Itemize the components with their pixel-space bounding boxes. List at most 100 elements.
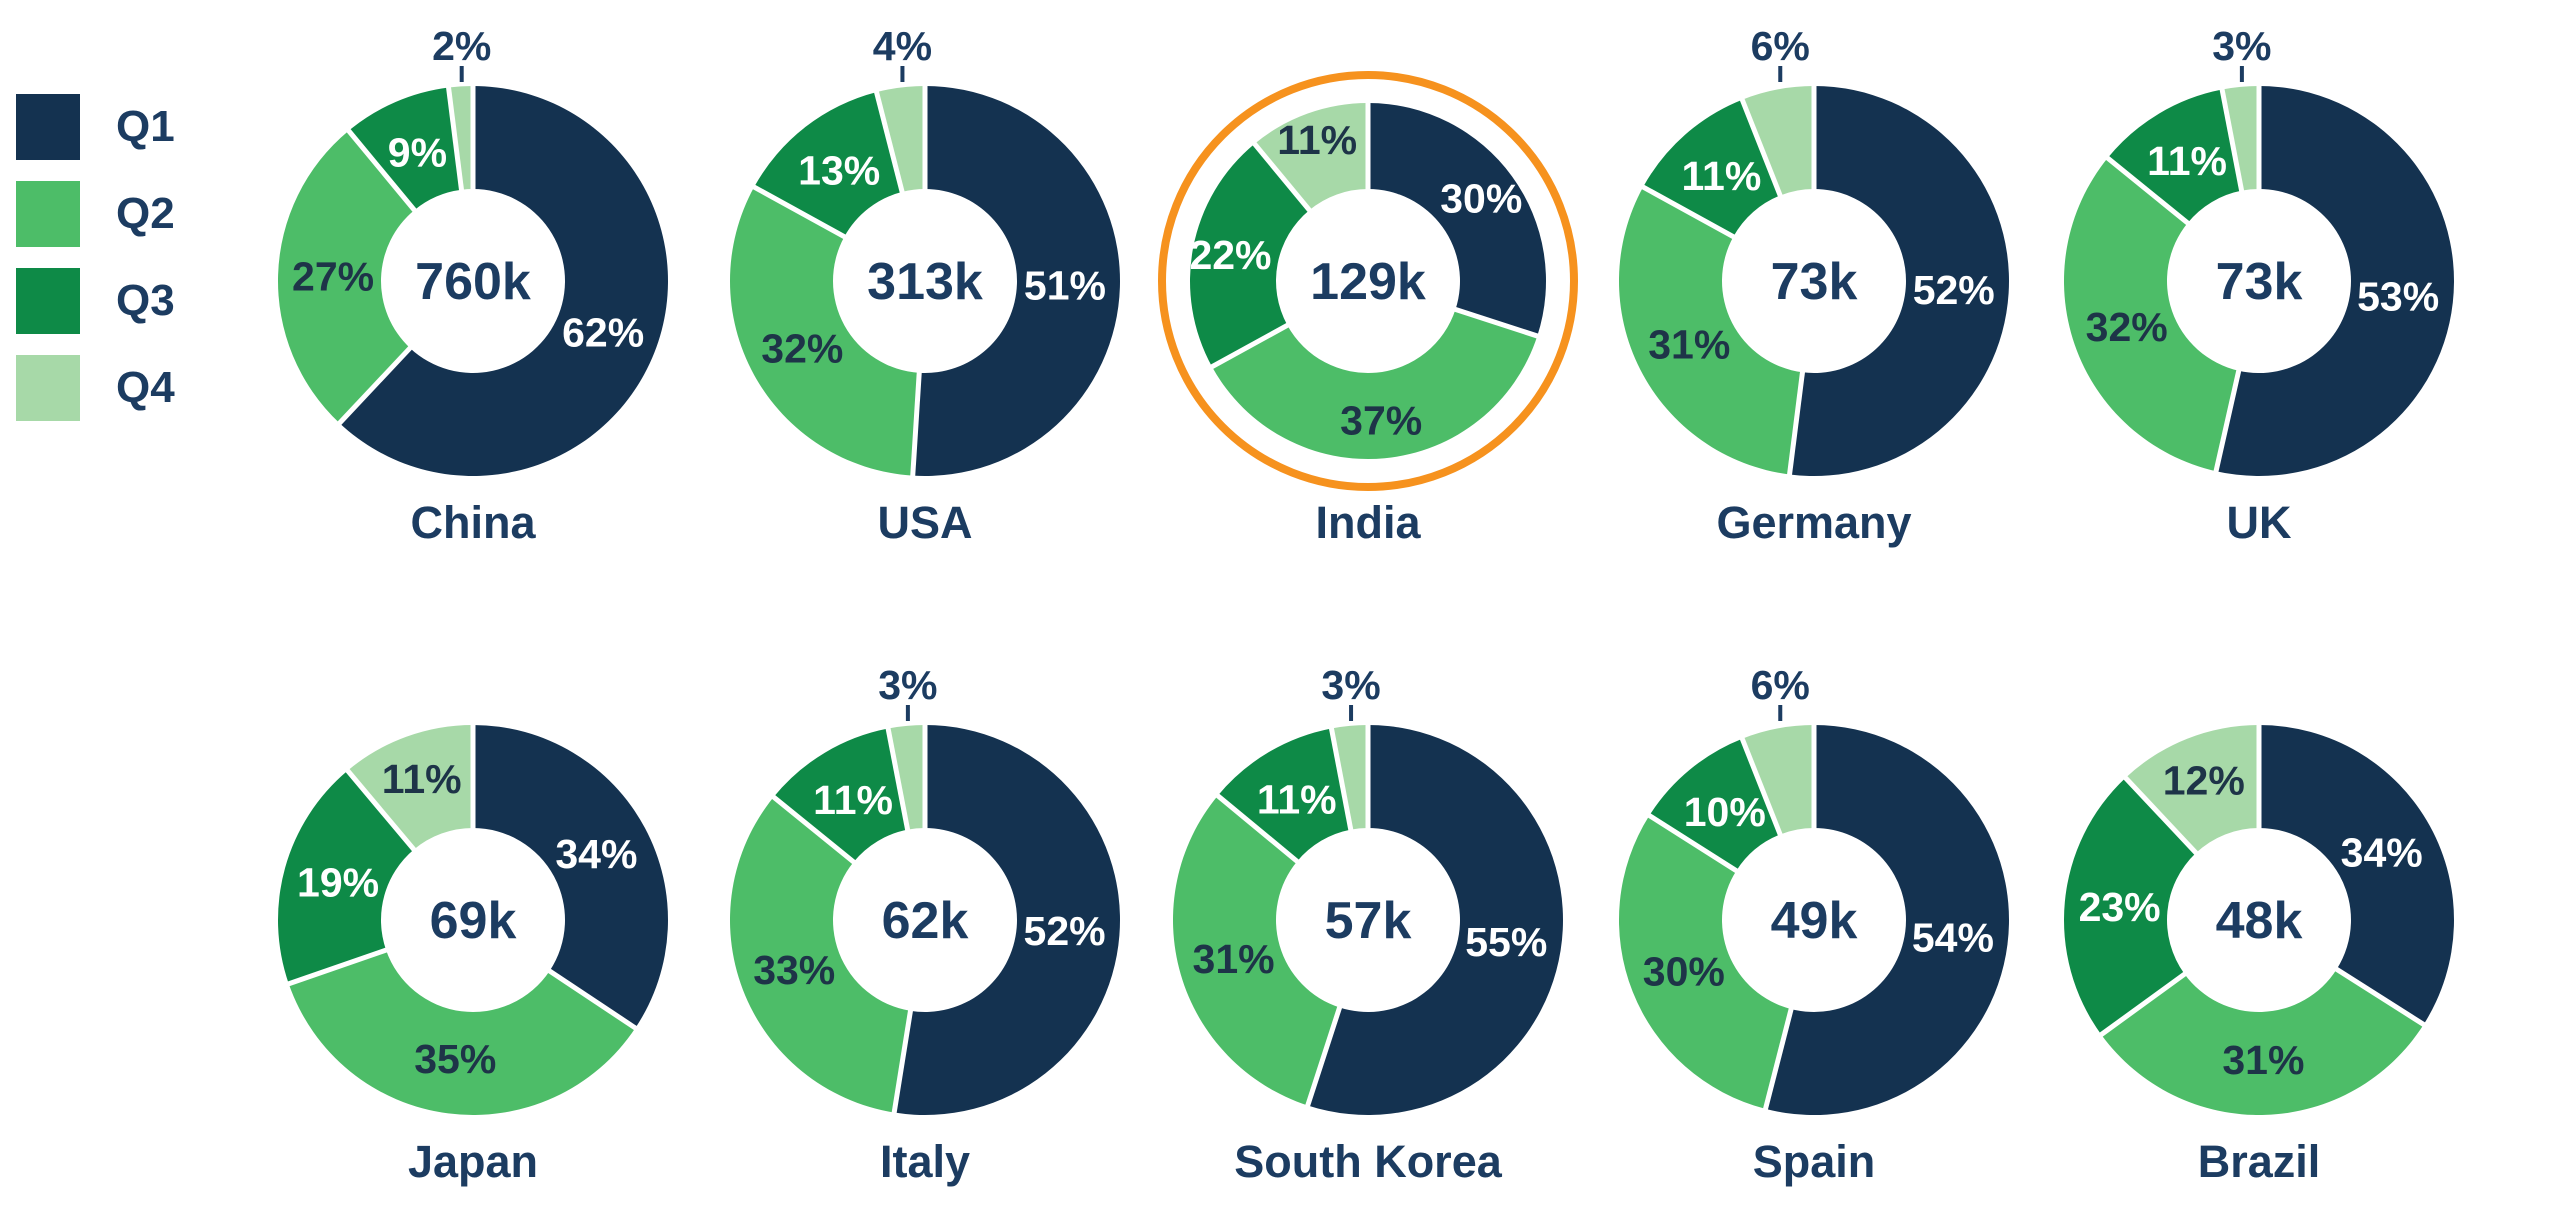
brazil-pct-q4: 12% (2163, 758, 2245, 804)
uk-separator (2105, 155, 2190, 226)
legend-swatch-q1 (16, 94, 80, 160)
china-pct-q3: 9% (388, 130, 447, 176)
uk-q4-callout-label: 3% (2212, 23, 2271, 69)
spain-center-total: 49k (1771, 892, 1858, 950)
spain-pct-q2: 30% (1643, 949, 1725, 995)
china-slice-q1 (339, 86, 668, 476)
italy-q4-callout-label: 3% (878, 662, 937, 708)
germany-pct-q3: 11% (1682, 153, 1762, 199)
usa-pct-q1: 51% (1024, 262, 1106, 308)
italy-separator (771, 794, 856, 865)
germany-slice-q3 (1643, 99, 1781, 237)
usa-slice-q3 (754, 92, 903, 237)
japan-pct-q2: 35% (414, 1036, 496, 1082)
italy-slice-q3 (773, 728, 908, 862)
india-pct-q2: 37% (1340, 397, 1422, 443)
usa-slice-q1 (912, 86, 1121, 476)
japan-pct-q3: 19% (297, 860, 379, 906)
legend-label-q2: Q2 (116, 189, 175, 238)
legend-swatch-q4 (16, 355, 80, 421)
south-korea-slice-q3 (1217, 728, 1351, 862)
brazil-slice-q2 (2101, 969, 2424, 1116)
japan-slice-q2 (288, 950, 636, 1115)
india-slice-q4 (1254, 103, 1368, 211)
china-country-label: China (410, 497, 536, 548)
china-slice-q4 (448, 86, 473, 190)
uk-center-total: 73k (2216, 253, 2303, 311)
spain-slice-q3 (1649, 738, 1781, 871)
japan-pct-q4: 11% (382, 756, 462, 802)
germany-slice-q4 (1742, 86, 1814, 196)
uk-separator (2213, 369, 2242, 473)
donut-usa: 51% 32% 13% 4% 313k USA (729, 23, 1121, 548)
japan-separator (547, 968, 638, 1031)
india-center-total: 129k (1310, 253, 1426, 311)
japan-pct-q1: 34% (555, 831, 637, 877)
germany-q4-callout-label: 6% (1751, 23, 1810, 69)
spain-slice-q4 (1742, 725, 1814, 835)
spain-separator (1762, 1007, 1794, 1111)
japan-slice-q1 (473, 725, 668, 1029)
italy-slice-q1 (894, 725, 1121, 1115)
legend-label-q3: Q3 (116, 276, 175, 325)
italy-separator (885, 727, 911, 832)
south-korea-center-total: 57k (1325, 892, 1412, 950)
spain-pct-q1: 54% (1912, 915, 1994, 961)
donut-south-korea: 55% 31% 11% 3% 57k South Korea (1172, 662, 1563, 1187)
brazil-separator (2334, 966, 2426, 1028)
germany-separator (1641, 184, 1736, 240)
japan-slice-q4 (347, 725, 473, 850)
usa-slice-q4 (876, 86, 925, 192)
usa-separator (873, 90, 905, 194)
spain-slice-q2 (1619, 815, 1792, 1109)
donut-uk: 53% 32% 11% 3% 73k UK (2064, 23, 2454, 548)
donut-brazil: 34% 31% 23% 12% 48k Brazil (2064, 724, 2455, 1187)
uk-slice-q3 (2107, 89, 2242, 223)
brazil-slice-q4 (2125, 725, 2259, 853)
uk-pct-q3: 11% (2147, 138, 2227, 184)
uk-slice-q4 (2222, 86, 2259, 191)
usa-center-total: 313k (867, 253, 983, 311)
brazil-pct-q2: 31% (2222, 1037, 2304, 1083)
china-pct-q2: 27% (292, 254, 374, 300)
spain-slice-q1 (1765, 725, 2010, 1115)
germany-pct-q1: 52% (1913, 267, 1995, 313)
legend-item-q2: Q2 (16, 181, 175, 247)
south-korea-pct-q2: 31% (1193, 936, 1275, 982)
china-separator (337, 345, 413, 426)
japan-slice-q3 (278, 770, 414, 984)
spain-separator (1647, 812, 1739, 874)
germany-country-label: Germany (1716, 497, 1911, 548)
japan-country-label: Japan (408, 1136, 538, 1187)
legend-swatch-q2 (16, 181, 80, 247)
italy-slice-q4 (888, 725, 925, 830)
china-q4-callout-label: 2% (432, 23, 491, 69)
uk-pct-q2: 32% (2086, 304, 2168, 350)
usa-pct-q2: 32% (761, 325, 843, 371)
donut-india: 30% 37% 22% 11% 129k India (1158, 71, 1578, 548)
brazil-pct-q3: 23% (2079, 884, 2161, 930)
india-pct-q3: 22% (1189, 232, 1271, 278)
spain-country-label: Spain (1753, 1136, 1876, 1187)
italy-separator (891, 1009, 914, 1114)
spain-pct-q3: 10% (1684, 789, 1766, 835)
italy-pct-q1: 52% (1024, 908, 1106, 954)
usa-country-label: USA (877, 497, 972, 548)
india-pct-q1: 30% (1440, 176, 1522, 222)
usa-q4-callout-label: 4% (873, 23, 932, 69)
uk-country-label: UK (2227, 497, 2292, 548)
brazil-slice-q3 (2064, 777, 2197, 1035)
india-slice-q2 (1212, 309, 1538, 459)
china-center-total: 760k (415, 253, 531, 311)
uk-separator (2219, 88, 2245, 193)
south-korea-separator (1328, 727, 1354, 832)
india-pct-q4: 11% (1277, 117, 1357, 163)
germany-slice-q1 (1789, 86, 2009, 476)
brazil-center-total: 48k (2216, 892, 2303, 950)
india-slice-q3 (1190, 143, 1310, 367)
south-korea-q4-callout-label: 3% (1321, 662, 1380, 708)
china-slice-q3 (348, 87, 462, 211)
japan-separator (286, 947, 388, 987)
